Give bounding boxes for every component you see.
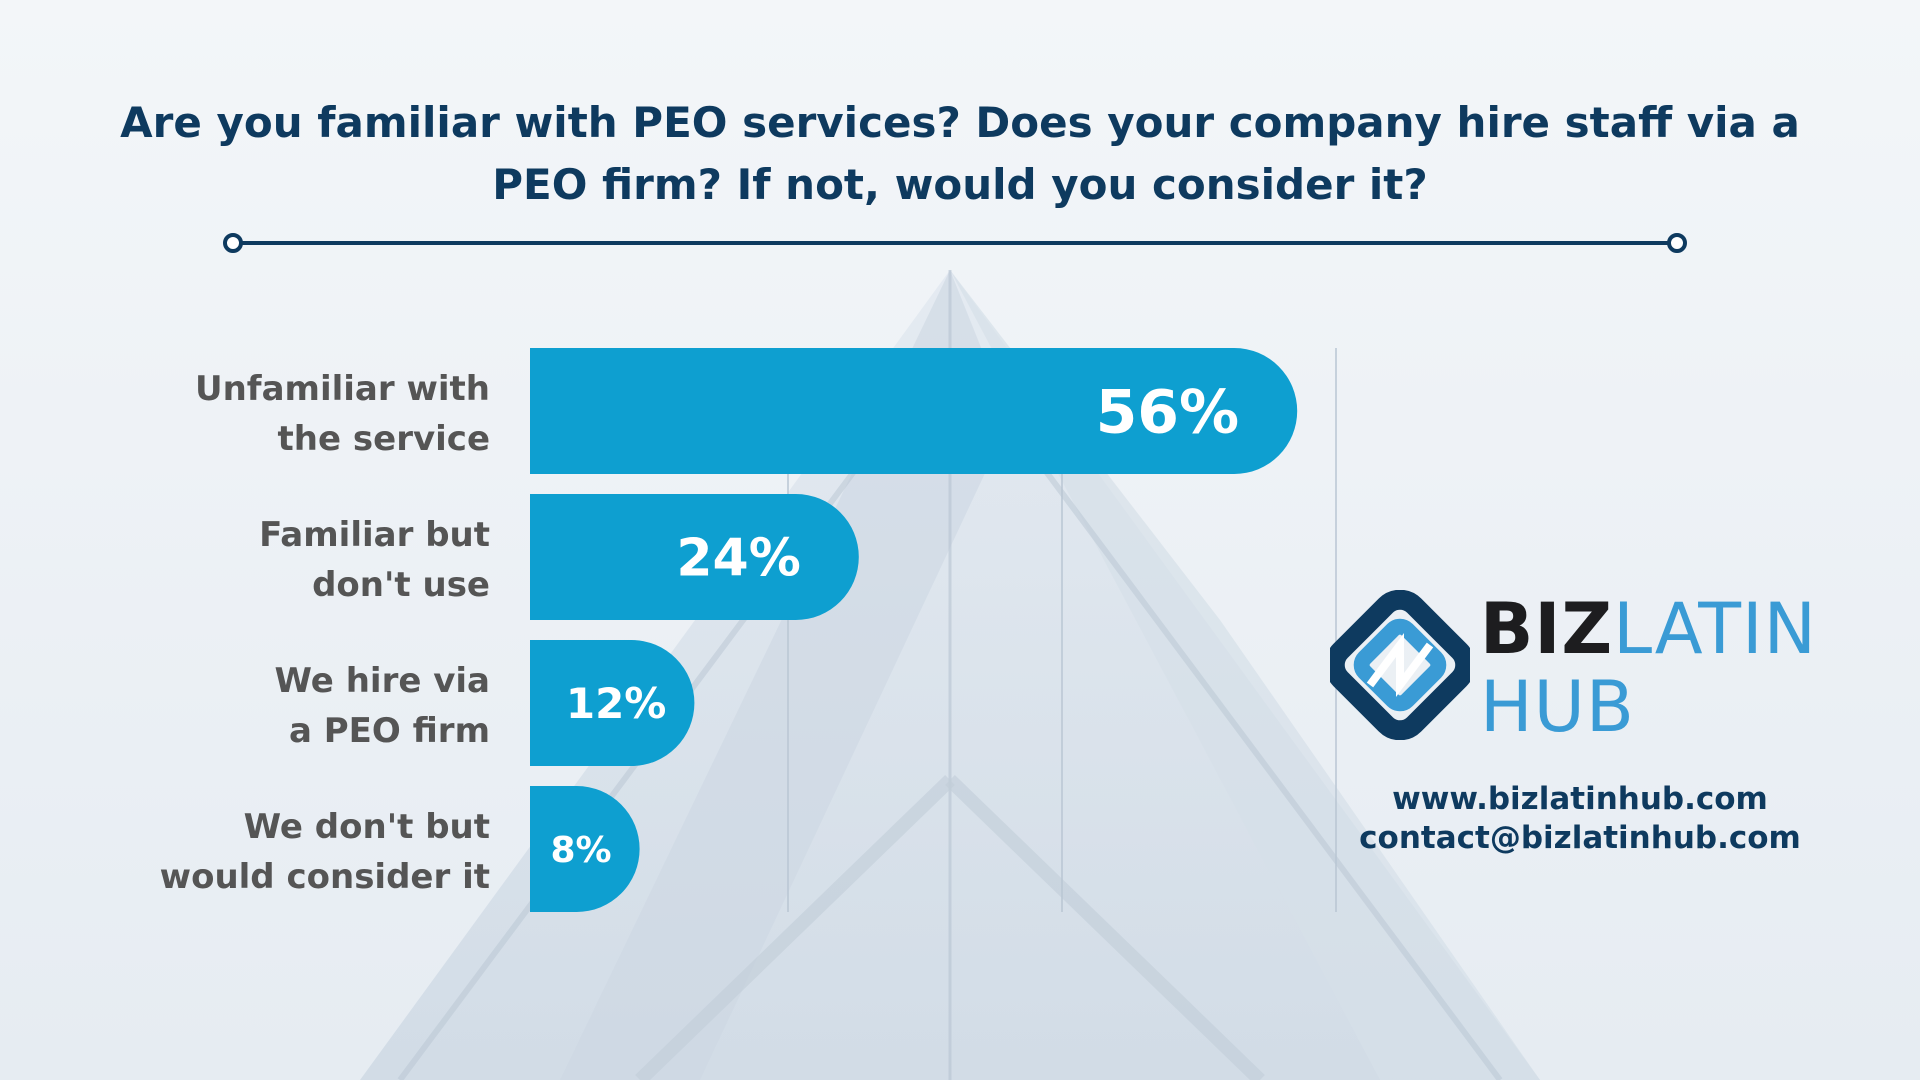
- website-link[interactable]: www.bizlatinhub.com: [1392, 781, 1768, 817]
- bar-value-label: 8%: [550, 830, 611, 871]
- bar: [530, 494, 859, 620]
- category-label: Familiar but don't use: [259, 515, 490, 605]
- email-link[interactable]: contact@bizlatinhub.com: [1359, 820, 1801, 856]
- bizlatinhub-logo-icon: [1324, 589, 1476, 741]
- contact-block: www.bizlatinhub.com contact@bizlatinhub.…: [1340, 780, 1820, 858]
- bar: [530, 786, 640, 912]
- category-label: Unfamiliar with the service: [195, 369, 490, 459]
- chart-title: Are you familiar with PEO services? Does…: [120, 98, 1800, 209]
- bar-value-label: 56%: [1096, 378, 1240, 448]
- bar: [530, 348, 1298, 474]
- logo-word-hub: HUB: [1480, 666, 1635, 748]
- category-label: We don't but would consider it: [160, 807, 490, 897]
- bar-value-label: 24%: [676, 529, 800, 589]
- bar: [530, 640, 695, 766]
- bar-value-label: 12%: [566, 679, 667, 728]
- title-divider: [223, 233, 1687, 253]
- category-label: We hire via a PEO firm: [275, 661, 490, 751]
- logo-word-biz: BIZ: [1480, 588, 1614, 670]
- bizlatinhub-logo: BIZLATIN HUB: [1324, 588, 1830, 750]
- logo-word-latin: LATIN: [1613, 588, 1817, 670]
